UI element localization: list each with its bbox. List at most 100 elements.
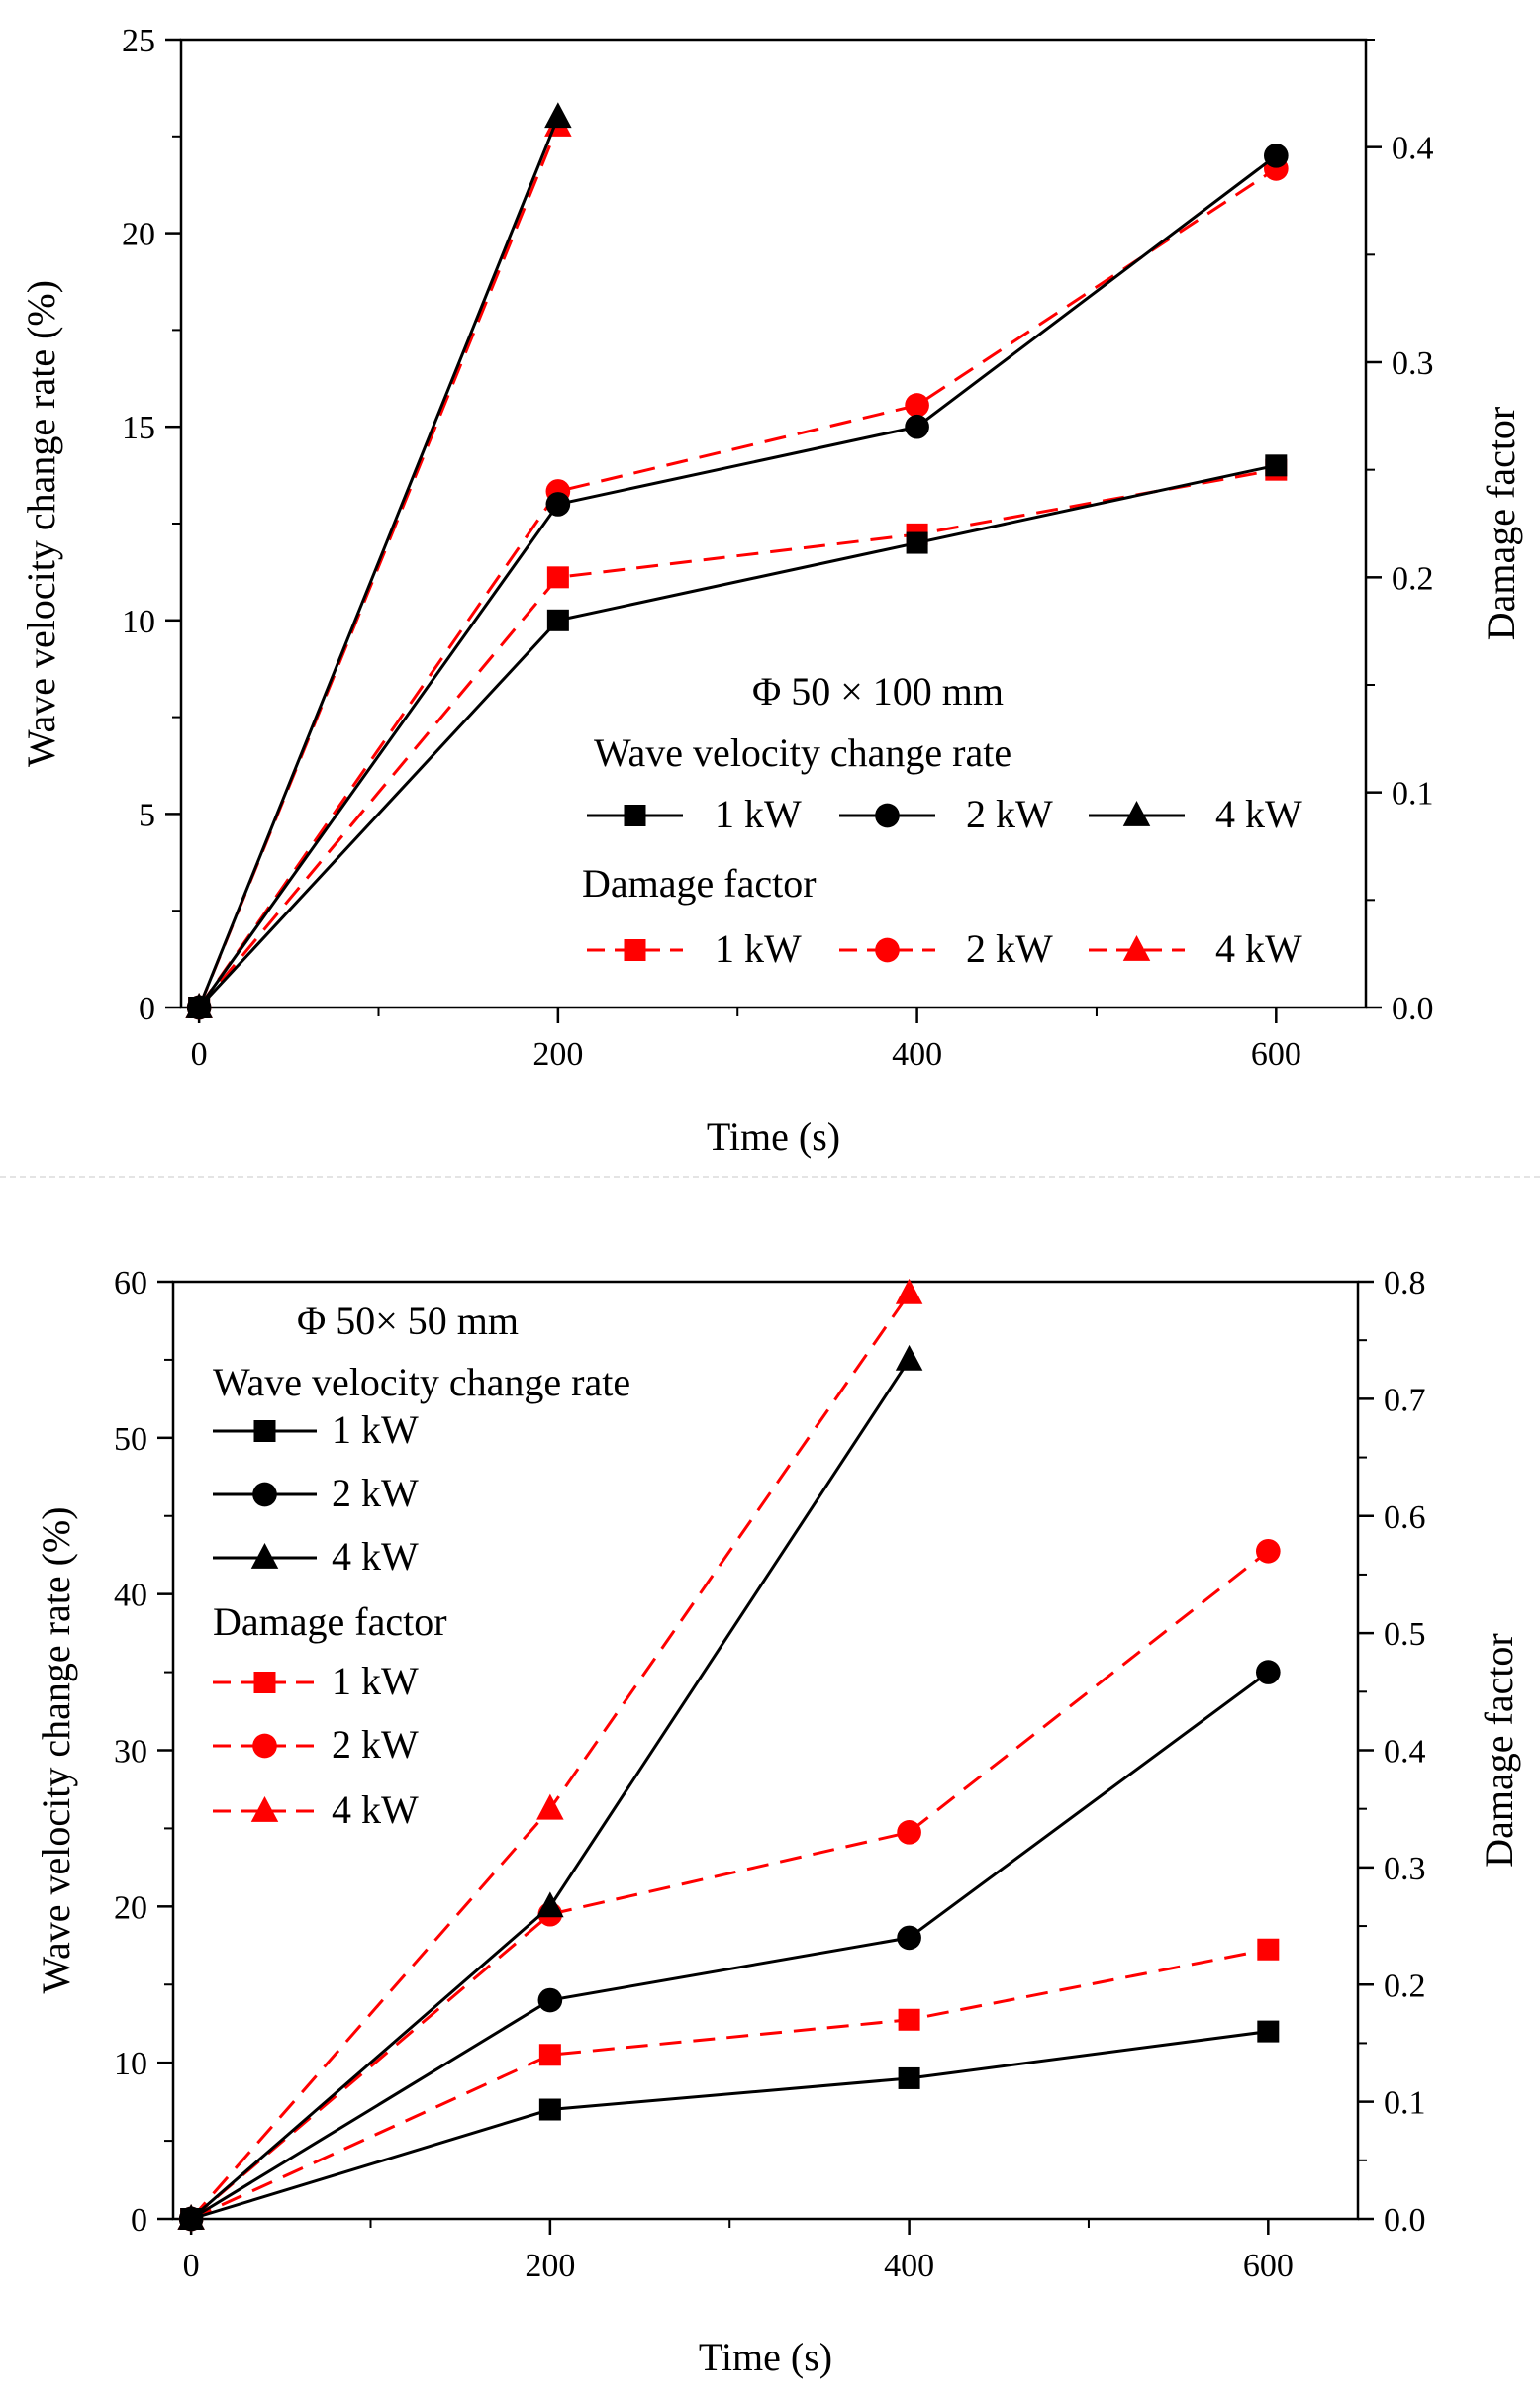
chart-top: 0 200 400 600 0 5 10 15 20 25 0.0 0.1 0.2 0.3 0.4 Time … bbox=[19, 23, 1523, 1159]
y2-tick-label: 0.3 bbox=[1392, 345, 1434, 382]
data-point-wave-2kw bbox=[545, 492, 571, 517]
legend-swatch-marker bbox=[253, 1672, 276, 1693]
y2-tick-label: 0.0 bbox=[1384, 2202, 1426, 2239]
legend-entry-label: 2 kW bbox=[332, 1722, 419, 1767]
data-point-damage-1kw bbox=[1257, 1938, 1280, 1961]
data-point-wave-4kw bbox=[185, 992, 213, 1018]
legend-group-title: Wave velocity change rate bbox=[594, 730, 1011, 775]
legend-group-title: Wave velocity change rate bbox=[213, 1360, 630, 1404]
chart-title: Φ 50 × 100 mm bbox=[752, 669, 1004, 714]
x-axis-title: Time (s) bbox=[699, 2335, 832, 2379]
data-point-wave-4kw bbox=[895, 1344, 923, 1371]
legend-swatch-marker bbox=[252, 1733, 277, 1759]
legend-swatch-marker bbox=[1122, 800, 1151, 826]
data-point-damage-2kw bbox=[905, 393, 929, 418]
data-point-wave-2kw bbox=[1255, 1660, 1281, 1684]
y-tick-label: 10 bbox=[122, 604, 155, 640]
legend-entry-label: 4 kW bbox=[1215, 926, 1302, 971]
y2-tick-label: 0.1 bbox=[1392, 776, 1434, 813]
data-point-wave-2kw bbox=[1263, 144, 1289, 168]
series-line-wave-4kw bbox=[197, 116, 560, 1008]
x-tick-label: 200 bbox=[532, 1036, 583, 1073]
series-line-damage-1kw bbox=[197, 468, 1277, 1008]
x-tick-label: 400 bbox=[892, 1036, 942, 1073]
legend-entry-label: 1 kW bbox=[332, 1659, 419, 1703]
legend-entry-label: 4 kW bbox=[1215, 792, 1302, 836]
y-tick-label: 15 bbox=[122, 410, 155, 446]
y2-tick-label: 0.4 bbox=[1384, 1734, 1426, 1771]
legend-entry-label: 2 kW bbox=[332, 1471, 419, 1515]
y-tick-label: 20 bbox=[122, 217, 155, 253]
y2-tick-label: 0.6 bbox=[1384, 1499, 1426, 1536]
y-tick-label: 0 bbox=[131, 2202, 147, 2239]
y2-tick-label: 0.1 bbox=[1384, 2085, 1426, 2122]
data-point-wave-2kw bbox=[897, 1925, 921, 1951]
data-point-damage-1kw bbox=[898, 2008, 920, 2031]
data-point-wave-1kw bbox=[546, 609, 569, 631]
x-tick-label: 200 bbox=[525, 2248, 575, 2284]
series-line-wave-2kw bbox=[197, 154, 1278, 1008]
y2-tick-label: 0.5 bbox=[1384, 1616, 1426, 1653]
chart-panel-top: 0 200 400 600 0 5 10 15 20 25 0.0 0.1 0.2 0.3 0.4 Time … bbox=[0, 0, 1540, 1178]
series-line-wave-2kw bbox=[190, 1671, 1270, 2221]
data-point-wave-1kw bbox=[1257, 2020, 1280, 2043]
y2-axis-title: Damage factor bbox=[1479, 407, 1523, 641]
chart-panel-bottom: 0 200 400 600 0 10 20 30 40 50 60 0.0 0.1 0.2 0.3 0.4 0.… bbox=[0, 1188, 1540, 2400]
legend-swatch-marker bbox=[250, 1795, 279, 1822]
x-tick-label: 600 bbox=[1243, 2248, 1294, 2284]
legend-swatch-marker bbox=[1122, 934, 1151, 961]
y2-tick-label: 0.2 bbox=[1384, 1968, 1426, 2004]
series-line-damage-4kw bbox=[197, 125, 560, 1008]
series-line-wave-1kw bbox=[198, 463, 1277, 1009]
legend-swatch-marker bbox=[875, 937, 900, 963]
y2-tick-label: 0.2 bbox=[1392, 560, 1434, 597]
y-tick-label: 0 bbox=[139, 991, 155, 1027]
y2-tick-label: 0.0 bbox=[1392, 991, 1434, 1027]
y2-axis-title: Damage factor bbox=[1477, 1633, 1521, 1868]
series-line-wave-4kw bbox=[190, 1359, 911, 2221]
legend-entry-label: 1 kW bbox=[715, 792, 802, 836]
y-axis-title: Wave velocity change rate (%) bbox=[19, 280, 63, 767]
legend-group-title: Damage factor bbox=[213, 1599, 447, 1644]
series-line-wave-1kw bbox=[190, 2030, 1269, 2221]
y-tick-label: 60 bbox=[114, 1265, 147, 1301]
data-point-wave-1kw bbox=[906, 531, 928, 554]
y-tick-label: 10 bbox=[114, 2046, 147, 2082]
series-line-damage-2kw bbox=[190, 1550, 1270, 2221]
data-point-damage-2kw bbox=[897, 1820, 921, 1845]
y2-tick-label: 0.4 bbox=[1392, 131, 1434, 167]
data-point-wave-4kw bbox=[544, 102, 572, 129]
y-axis-title: Wave velocity change rate (%) bbox=[34, 1506, 78, 1993]
y2-tick-label: 0.8 bbox=[1384, 1265, 1426, 1301]
x-tick-label: 0 bbox=[191, 1036, 208, 1073]
y-tick-label: 5 bbox=[139, 797, 155, 833]
legend-entry-label: 4 kW bbox=[332, 1787, 419, 1832]
data-point-wave-1kw bbox=[898, 2066, 920, 2089]
legend-entry-label: 1 kW bbox=[332, 1407, 419, 1452]
y2-tick-label: 0.3 bbox=[1384, 1851, 1426, 1887]
data-point-damage-1kw bbox=[546, 566, 569, 589]
legend-swatch-marker bbox=[624, 939, 646, 961]
y2-tick-label: 0.7 bbox=[1384, 1382, 1426, 1418]
legend-swatch-marker bbox=[875, 803, 900, 828]
x-tick-label: 600 bbox=[1251, 1036, 1301, 1073]
legend-entry-label: 1 kW bbox=[715, 926, 802, 971]
y-tick-label: 25 bbox=[122, 23, 155, 59]
chart-bottom: 0 200 400 600 0 10 20 30 40 50 60 0.0 0.1 0.2 0.3 0.4 0.… bbox=[34, 1265, 1521, 2379]
legend-entry-label: 4 kW bbox=[332, 1534, 419, 1579]
y-tick-label: 40 bbox=[114, 1578, 147, 1614]
x-tick-label: 400 bbox=[884, 2248, 934, 2284]
legend-swatch-marker bbox=[624, 805, 646, 826]
data-point-wave-4kw bbox=[177, 2203, 205, 2230]
data-point-wave-4kw bbox=[536, 1891, 564, 1918]
data-point-damage-1kw bbox=[538, 2044, 561, 2066]
y-tick-label: 20 bbox=[114, 1889, 147, 1926]
data-point-wave-1kw bbox=[1265, 454, 1288, 477]
x-tick-label: 0 bbox=[183, 2248, 200, 2284]
x-axis-title: Time (s) bbox=[707, 1114, 840, 1159]
y-tick-label: 30 bbox=[114, 1734, 147, 1771]
data-point-damage-4kw bbox=[895, 1278, 923, 1304]
legend-group-title: Damage factor bbox=[582, 861, 817, 906]
data-point-wave-2kw bbox=[537, 1987, 563, 2013]
legend-entry-label: 2 kW bbox=[966, 792, 1053, 836]
